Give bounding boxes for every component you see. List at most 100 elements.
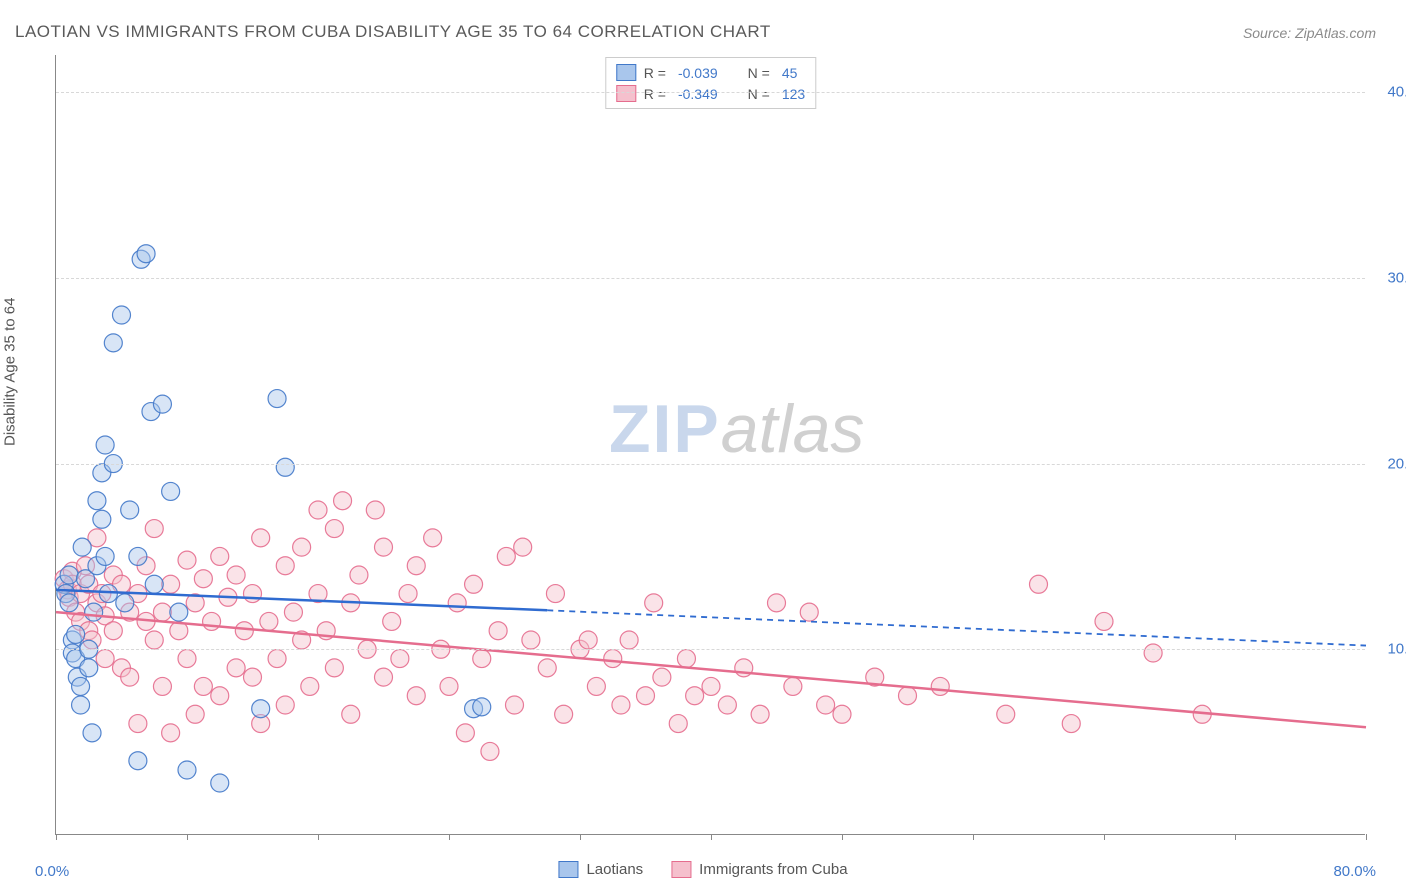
scatter-point — [833, 705, 851, 723]
scatter-point — [129, 715, 147, 733]
scatter-point — [96, 547, 114, 565]
scatter-point — [555, 705, 573, 723]
x-axis-max-label: 80.0% — [1333, 863, 1376, 880]
scatter-point — [121, 501, 139, 519]
y-tick-label: 40.0% — [1387, 84, 1406, 101]
scatter-point — [211, 547, 229, 565]
x-tick — [1366, 834, 1367, 840]
scatter-point — [751, 705, 769, 723]
scatter-point — [620, 631, 638, 649]
source-label: Source: ZipAtlas.com — [1243, 25, 1376, 41]
scatter-point — [522, 631, 540, 649]
scatter-point — [170, 603, 188, 621]
scatter-point — [194, 570, 212, 588]
x-tick — [1235, 834, 1236, 840]
scatter-point — [325, 659, 343, 677]
y-tick-label: 30.0% — [1387, 269, 1406, 286]
scatter-point — [334, 492, 352, 510]
stat-n-value: 45 — [782, 65, 798, 81]
scatter-point — [83, 724, 101, 742]
scatter-point — [473, 650, 491, 668]
stat-r-value: -0.349 — [678, 86, 718, 102]
x-tick — [842, 834, 843, 840]
x-tick — [187, 834, 188, 840]
scatter-point — [162, 575, 180, 593]
scatter-point — [784, 677, 802, 695]
scatter-point — [252, 700, 270, 718]
scatter-point — [153, 603, 171, 621]
scatter-point — [350, 566, 368, 584]
scatter-point — [276, 458, 294, 476]
chart-title: LAOTIAN VS IMMIGRANTS FROM CUBA DISABILI… — [15, 22, 771, 42]
legend-label: Laotians — [586, 861, 643, 878]
scatter-point — [80, 659, 98, 677]
x-tick — [318, 834, 319, 840]
scatter-point — [116, 594, 134, 612]
scatter-point — [113, 306, 131, 324]
scatter-point — [96, 436, 114, 454]
legend-stat-row: R = -0.039N = 45 — [616, 62, 805, 83]
correlation-chart: LAOTIAN VS IMMIGRANTS FROM CUBA DISABILI… — [0, 0, 1406, 892]
scatter-point — [424, 529, 442, 547]
scatter-point — [669, 715, 687, 733]
scatter-point — [1030, 575, 1048, 593]
x-tick — [580, 834, 581, 840]
scatter-point — [99, 585, 117, 603]
scatter-point — [203, 612, 221, 630]
scatter-point — [645, 594, 663, 612]
stat-r-label: R = — [644, 86, 666, 102]
scatter-point — [473, 698, 491, 716]
scatter-point — [178, 761, 196, 779]
scatter-point — [407, 687, 425, 705]
scatter-point — [85, 603, 103, 621]
scatter-point — [612, 696, 630, 714]
scatter-point — [497, 547, 515, 565]
stat-n-label: N = — [748, 86, 770, 102]
scatter-point — [227, 566, 245, 584]
legend-series: LaotiansImmigrants from Cuba — [558, 861, 847, 878]
scatter-point — [604, 650, 622, 668]
y-tick-label: 10.0% — [1387, 641, 1406, 658]
scatter-point — [768, 594, 786, 612]
scatter-point — [276, 696, 294, 714]
scatter-point — [899, 687, 917, 705]
scatter-point — [104, 334, 122, 352]
scatter-point — [129, 547, 147, 565]
scatter-point — [211, 687, 229, 705]
gridline — [56, 464, 1365, 465]
stat-r-label: R = — [644, 65, 666, 81]
scatter-point — [1062, 715, 1080, 733]
scatter-point — [301, 677, 319, 695]
scatter-point — [235, 622, 253, 640]
scatter-point — [800, 603, 818, 621]
scatter-point — [145, 520, 163, 538]
scatter-point — [997, 705, 1015, 723]
scatter-point — [325, 520, 343, 538]
y-tick-label: 20.0% — [1387, 455, 1406, 472]
scatter-point — [244, 585, 262, 603]
scatter-point — [73, 538, 91, 556]
scatter-point — [546, 585, 564, 603]
scatter-point — [440, 677, 458, 695]
scatter-point — [579, 631, 597, 649]
scatter-point — [67, 625, 85, 643]
scatter-point — [407, 557, 425, 575]
scatter-point — [481, 742, 499, 760]
y-axis-title: Disability Age 35 to 64 — [2, 298, 19, 446]
trend-line-dashed — [547, 610, 1366, 645]
scatter-point — [465, 575, 483, 593]
scatter-point — [653, 668, 671, 686]
scatter-point — [276, 557, 294, 575]
scatter-point — [375, 538, 393, 556]
scatter-point — [506, 696, 524, 714]
scatter-point — [702, 677, 720, 695]
x-tick — [711, 834, 712, 840]
legend-swatch — [558, 861, 578, 878]
stat-n-value: 123 — [782, 86, 805, 102]
scatter-point — [252, 529, 270, 547]
gridline — [56, 649, 1365, 650]
scatter-point — [342, 705, 360, 723]
scatter-point — [145, 631, 163, 649]
scatter-point — [194, 677, 212, 695]
scatter-point — [587, 677, 605, 695]
